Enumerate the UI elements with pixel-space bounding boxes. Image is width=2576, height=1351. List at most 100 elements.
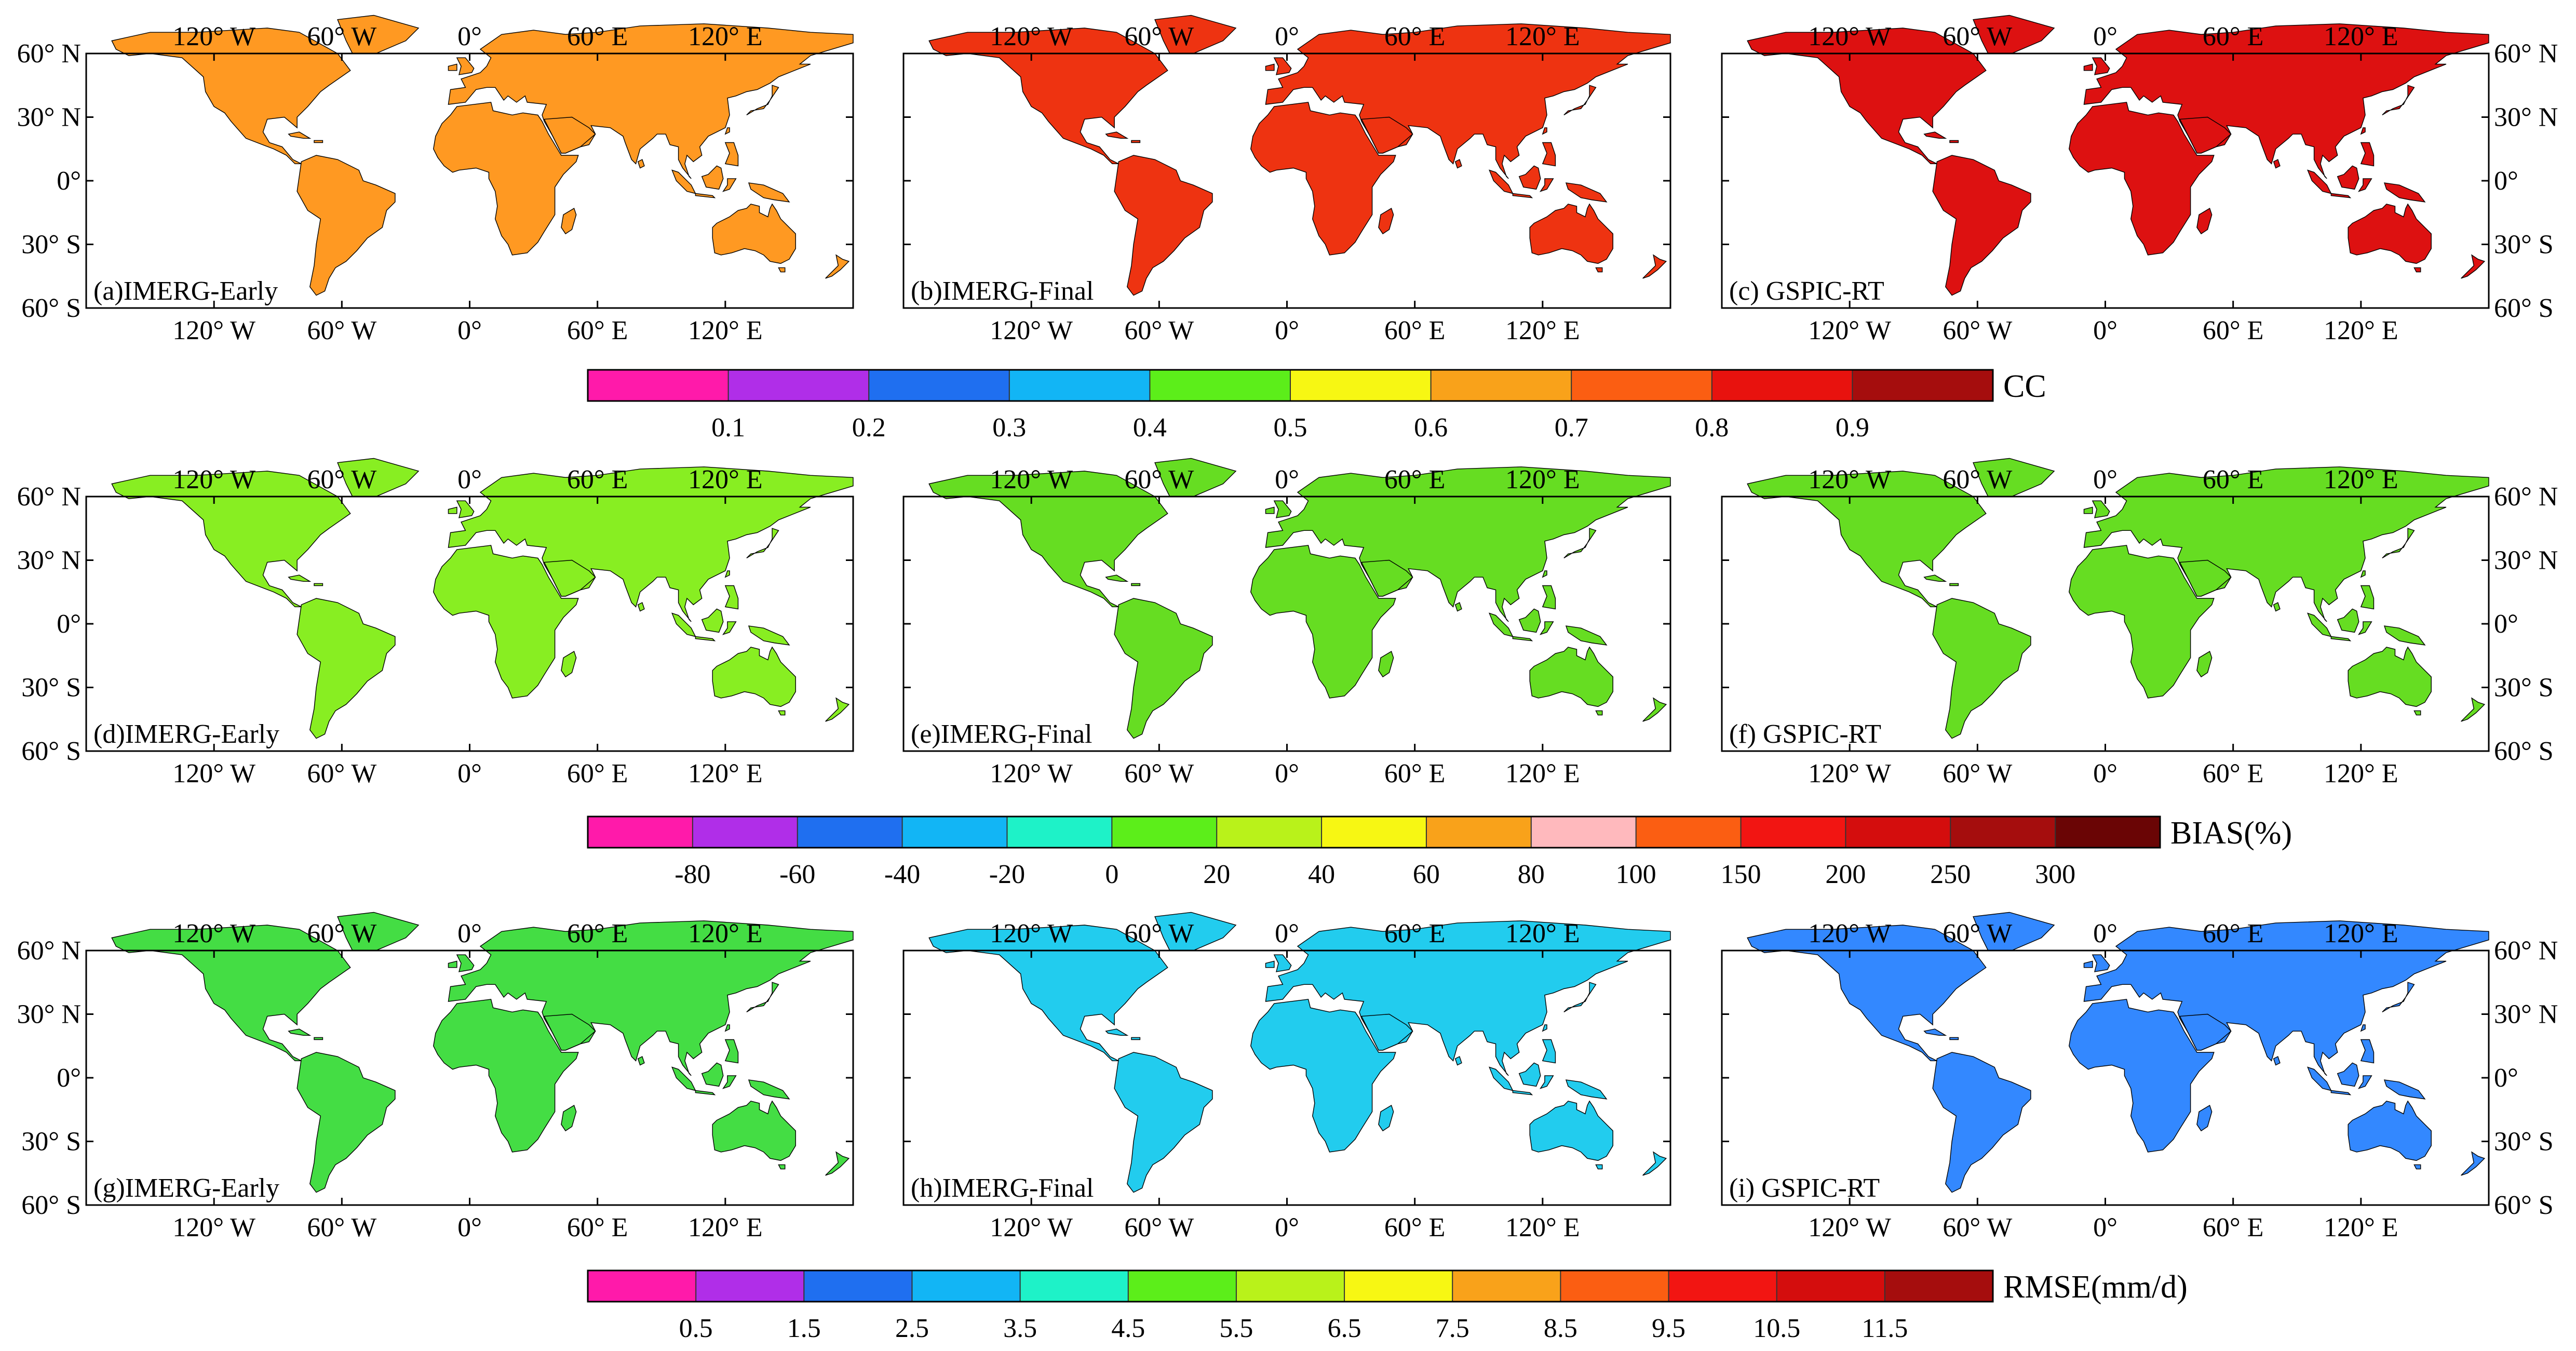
lon-tick-label-top: 60° E bbox=[2203, 22, 2264, 51]
lon-tick-label-bottom: 60° E bbox=[1384, 316, 1446, 345]
lat-tick-label-left: 30° N bbox=[17, 546, 81, 576]
colorbar-swatch bbox=[869, 370, 1009, 401]
lon-tick-label-bottom: 120° E bbox=[1505, 316, 1580, 345]
lat-tick-label-left: 30° S bbox=[21, 673, 81, 703]
lat-tick-label-right: 30° S bbox=[2494, 673, 2554, 703]
map-area bbox=[925, 15, 1670, 303]
panel-label: (i) GSPIC-RT bbox=[1729, 1173, 1880, 1203]
lon-tick-label-top: 120° W bbox=[990, 919, 1073, 948]
colorbar-tick-label: 150 bbox=[1721, 860, 1761, 889]
lat-tick-label-right: 30° S bbox=[2494, 230, 2554, 260]
colorbar-swatch bbox=[729, 370, 869, 401]
lat-tick-label-right: 60° N bbox=[2494, 482, 2558, 512]
lon-tick-label-top: 120° W bbox=[1808, 465, 1891, 494]
lon-tick-label-top: 120° E bbox=[688, 22, 763, 51]
lon-tick-label-top: 120° W bbox=[1808, 22, 1891, 51]
lon-tick-label-bottom: 60° W bbox=[307, 316, 376, 345]
lon-tick-label-bottom: 120° W bbox=[1808, 1213, 1891, 1242]
colorbar-tick-label: 0.2 bbox=[852, 413, 886, 443]
colorbar-rmse: 0.5 1.5 2.5 3.5 4.5 5.5 6.5 7.5 8.5 9.5 10.5 11.5RM… bbox=[588, 1269, 2188, 1343]
map-area bbox=[1743, 459, 2489, 747]
colorbar-tick-label: 7.5 bbox=[1436, 1314, 1469, 1343]
colorbar-tick-label: 0.4 bbox=[1133, 413, 1167, 443]
land-base bbox=[112, 15, 853, 295]
lon-tick-label-top: 120° W bbox=[172, 919, 255, 948]
land-base bbox=[1747, 913, 2489, 1193]
lat-tick-label-left: 30° S bbox=[21, 230, 81, 260]
colorbar-swatch bbox=[2055, 817, 2160, 848]
lon-tick-label-bottom: 120° E bbox=[688, 759, 763, 788]
colorbar-swatch bbox=[1007, 817, 1112, 848]
lon-tick-label-bottom: 60° W bbox=[307, 1213, 376, 1242]
lon-tick-label-bottom: 120° E bbox=[688, 316, 763, 345]
panel-label: (e)IMERG-Final bbox=[911, 719, 1092, 749]
lon-tick-label-top: 60° W bbox=[1124, 919, 1194, 948]
land-base bbox=[929, 913, 1670, 1193]
colorbar-tick-label: 11.5 bbox=[1862, 1314, 1908, 1343]
lat-tick-label-left: 60° S bbox=[21, 737, 81, 766]
lat-tick-label-right: 30° N bbox=[2494, 546, 2558, 576]
colorbar-title: CC bbox=[2003, 369, 2046, 404]
lon-tick-label-bottom: 60° E bbox=[2203, 759, 2264, 788]
colorbar-tick-label: -80 bbox=[675, 860, 710, 889]
colorbar-swatch bbox=[1571, 370, 1712, 401]
colorbar-swatch bbox=[1741, 817, 1846, 848]
colorbar-swatch bbox=[1217, 817, 1321, 848]
colorbar-swatch bbox=[1712, 370, 1853, 401]
land-base bbox=[929, 459, 1670, 739]
map-area bbox=[1743, 913, 2489, 1201]
lon-tick-label-bottom: 0° bbox=[1275, 1213, 1299, 1242]
lon-tick-label-top: 120° W bbox=[172, 465, 255, 494]
lat-tick-label-right: 30° S bbox=[2494, 1127, 2554, 1157]
colorbar-swatch bbox=[1431, 370, 1572, 401]
panel-label: (g)IMERG-Early bbox=[93, 1173, 279, 1203]
colorbar-swatch bbox=[1344, 1270, 1453, 1302]
lon-tick-label-top: 60° W bbox=[1124, 465, 1194, 494]
colorbar-tick-label: 0.5 bbox=[1274, 413, 1307, 443]
colorbar-swatch bbox=[588, 370, 729, 401]
colorbar-swatch bbox=[1950, 817, 2055, 848]
colorbar-swatch bbox=[1112, 817, 1217, 848]
colorbar-tick-label: 20 bbox=[1203, 860, 1230, 889]
land-base bbox=[1747, 15, 2489, 295]
colorbar-tick-label: 2.5 bbox=[895, 1314, 929, 1343]
colorbar-tick-label: 100 bbox=[1616, 860, 1656, 889]
colorbar-tick-label: 0.1 bbox=[711, 413, 745, 443]
lon-tick-label-top: 60° E bbox=[567, 465, 628, 494]
lon-tick-label-bottom: 0° bbox=[2093, 316, 2118, 345]
colorbar-tick-label: 0.3 bbox=[992, 413, 1026, 443]
land-base bbox=[112, 913, 853, 1193]
colorbar-tick-label: 40 bbox=[1308, 860, 1335, 889]
colorbar-swatch bbox=[1290, 370, 1431, 401]
lon-tick-label-top: 120° E bbox=[1505, 465, 1580, 494]
lat-tick-label-left: 60° N bbox=[17, 936, 81, 966]
colorbar-tick-label: 1.5 bbox=[787, 1314, 821, 1343]
colorbar-swatch bbox=[696, 1270, 804, 1302]
lat-tick-label-left: 0° bbox=[57, 166, 81, 196]
colorbar-swatch bbox=[1636, 817, 1741, 848]
map-area bbox=[107, 913, 853, 1201]
lon-tick-label-top: 60° E bbox=[567, 22, 628, 51]
colorbar-swatch bbox=[1236, 1270, 1345, 1302]
lon-tick-label-top: 60° W bbox=[1943, 465, 2012, 494]
lon-tick-label-bottom: 120° W bbox=[990, 1213, 1073, 1242]
lat-tick-label-right: 60° N bbox=[2494, 39, 2558, 69]
lat-tick-label-left: 60° S bbox=[21, 293, 81, 323]
lon-tick-label-top: 120° W bbox=[990, 465, 1073, 494]
colorbar-swatch bbox=[1669, 1270, 1777, 1302]
colorbar-tick-label: 6.5 bbox=[1328, 1314, 1361, 1343]
lon-tick-label-bottom: 60° W bbox=[1943, 316, 2012, 345]
lon-tick-label-top: 60° E bbox=[1384, 22, 1446, 51]
colorbar-tick-label: -40 bbox=[884, 860, 920, 889]
lon-tick-label-bottom: 60° E bbox=[1384, 759, 1446, 788]
lon-tick-label-bottom: 120° E bbox=[2324, 316, 2398, 345]
lat-tick-label-right: 30° N bbox=[2494, 103, 2558, 132]
colorbar-tick-label: 0.5 bbox=[679, 1314, 713, 1343]
lat-tick-label-left: 30° N bbox=[17, 1000, 81, 1029]
